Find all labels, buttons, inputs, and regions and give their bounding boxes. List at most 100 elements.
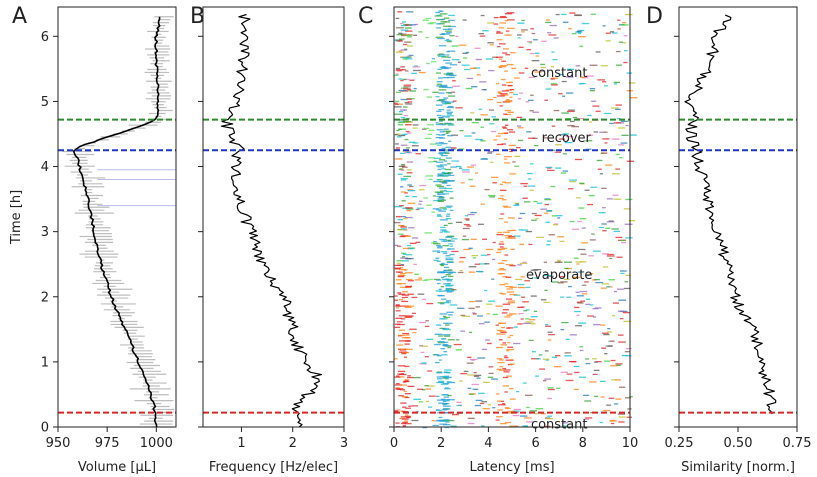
raster-event xyxy=(611,422,615,425)
raster-event xyxy=(394,74,399,76)
raster-event xyxy=(560,275,565,278)
raster-event xyxy=(442,133,446,136)
raster-event xyxy=(571,33,577,35)
raster-event xyxy=(564,261,572,263)
series-line-frequency xyxy=(220,13,323,428)
raster-event xyxy=(467,422,475,425)
raster-event xyxy=(600,324,606,326)
y-tick-label: 1 xyxy=(41,355,49,370)
raster-event xyxy=(404,348,413,351)
raster-event xyxy=(545,19,550,21)
raster-event xyxy=(406,210,412,212)
raster-event xyxy=(547,32,552,34)
raster-event xyxy=(588,134,594,136)
raster-event xyxy=(598,226,605,229)
raster-event xyxy=(447,222,453,225)
raster-event xyxy=(489,196,495,198)
raster-event xyxy=(577,32,582,34)
raster-event xyxy=(397,173,403,175)
raster-event xyxy=(625,397,631,399)
raster-event xyxy=(461,169,470,171)
raster-event xyxy=(427,133,433,135)
raster-event xyxy=(428,395,436,397)
raster-event xyxy=(495,305,503,307)
raster-event xyxy=(422,298,426,301)
raster-event xyxy=(407,189,414,191)
raster-event xyxy=(620,272,625,275)
raster-event xyxy=(575,261,583,263)
raster-event xyxy=(523,201,531,203)
raster-event xyxy=(606,198,613,200)
raster-event xyxy=(574,371,580,374)
raster-event xyxy=(502,181,506,183)
raster-event xyxy=(605,32,611,34)
raster-event xyxy=(623,287,631,290)
raster-event xyxy=(417,388,424,390)
raster-event xyxy=(455,35,459,38)
x-tick-label: 10 xyxy=(622,436,639,451)
raster-event xyxy=(466,225,472,227)
raster-event xyxy=(485,248,494,251)
raster-event xyxy=(509,425,518,427)
raster-event xyxy=(601,347,607,349)
raster-event xyxy=(621,354,628,357)
raster-event xyxy=(398,229,406,231)
raster-event xyxy=(443,351,448,353)
raster-event xyxy=(500,15,506,18)
raster-event xyxy=(444,302,451,304)
raster-event xyxy=(613,122,621,124)
raster-event xyxy=(445,215,451,217)
raster-event xyxy=(569,334,577,336)
raster-event xyxy=(472,388,479,390)
raster-event xyxy=(436,133,440,136)
raster-event xyxy=(438,53,444,55)
raster-event xyxy=(442,245,449,247)
raster-event xyxy=(457,61,461,63)
raster-event xyxy=(517,98,522,100)
raster-event xyxy=(411,72,417,75)
raster-event xyxy=(497,262,505,264)
raster-event xyxy=(544,212,549,214)
raster-event xyxy=(446,300,452,302)
raster-event xyxy=(412,127,418,129)
raster-event xyxy=(426,96,433,98)
raster-event xyxy=(394,384,403,386)
raster-event xyxy=(445,271,454,273)
raster-event xyxy=(583,418,589,421)
raster-event xyxy=(438,335,444,337)
raster-event xyxy=(440,101,448,103)
raster-event xyxy=(615,398,622,400)
raster-event xyxy=(557,217,561,219)
raster-event xyxy=(449,304,458,306)
raster-event xyxy=(519,243,525,246)
raster-event xyxy=(549,24,557,27)
raster-event xyxy=(545,417,554,420)
raster-event xyxy=(451,288,457,291)
raster-event xyxy=(431,211,436,213)
raster-event xyxy=(584,400,592,402)
raster-event xyxy=(402,421,408,424)
raster-event xyxy=(513,342,521,345)
raster-event xyxy=(394,244,399,247)
raster-event xyxy=(437,371,442,373)
raster-event xyxy=(437,193,441,195)
raster-event xyxy=(433,243,441,245)
raster-event xyxy=(540,63,546,66)
raster-event xyxy=(404,379,410,381)
raster-event xyxy=(440,263,449,266)
raster-event xyxy=(405,24,409,26)
raster-event xyxy=(400,24,407,27)
raster-event xyxy=(433,160,437,162)
raster-event xyxy=(566,296,572,298)
raster-event xyxy=(503,158,508,160)
raster-event xyxy=(474,263,480,265)
raster-event xyxy=(464,218,470,220)
raster-event xyxy=(436,215,443,217)
raster-event xyxy=(582,284,587,286)
raster-event xyxy=(560,13,567,16)
raster-event xyxy=(466,77,474,80)
raster-event xyxy=(532,111,540,113)
raster-event xyxy=(405,257,412,260)
raster-event xyxy=(495,393,500,395)
raster-event xyxy=(568,285,572,288)
